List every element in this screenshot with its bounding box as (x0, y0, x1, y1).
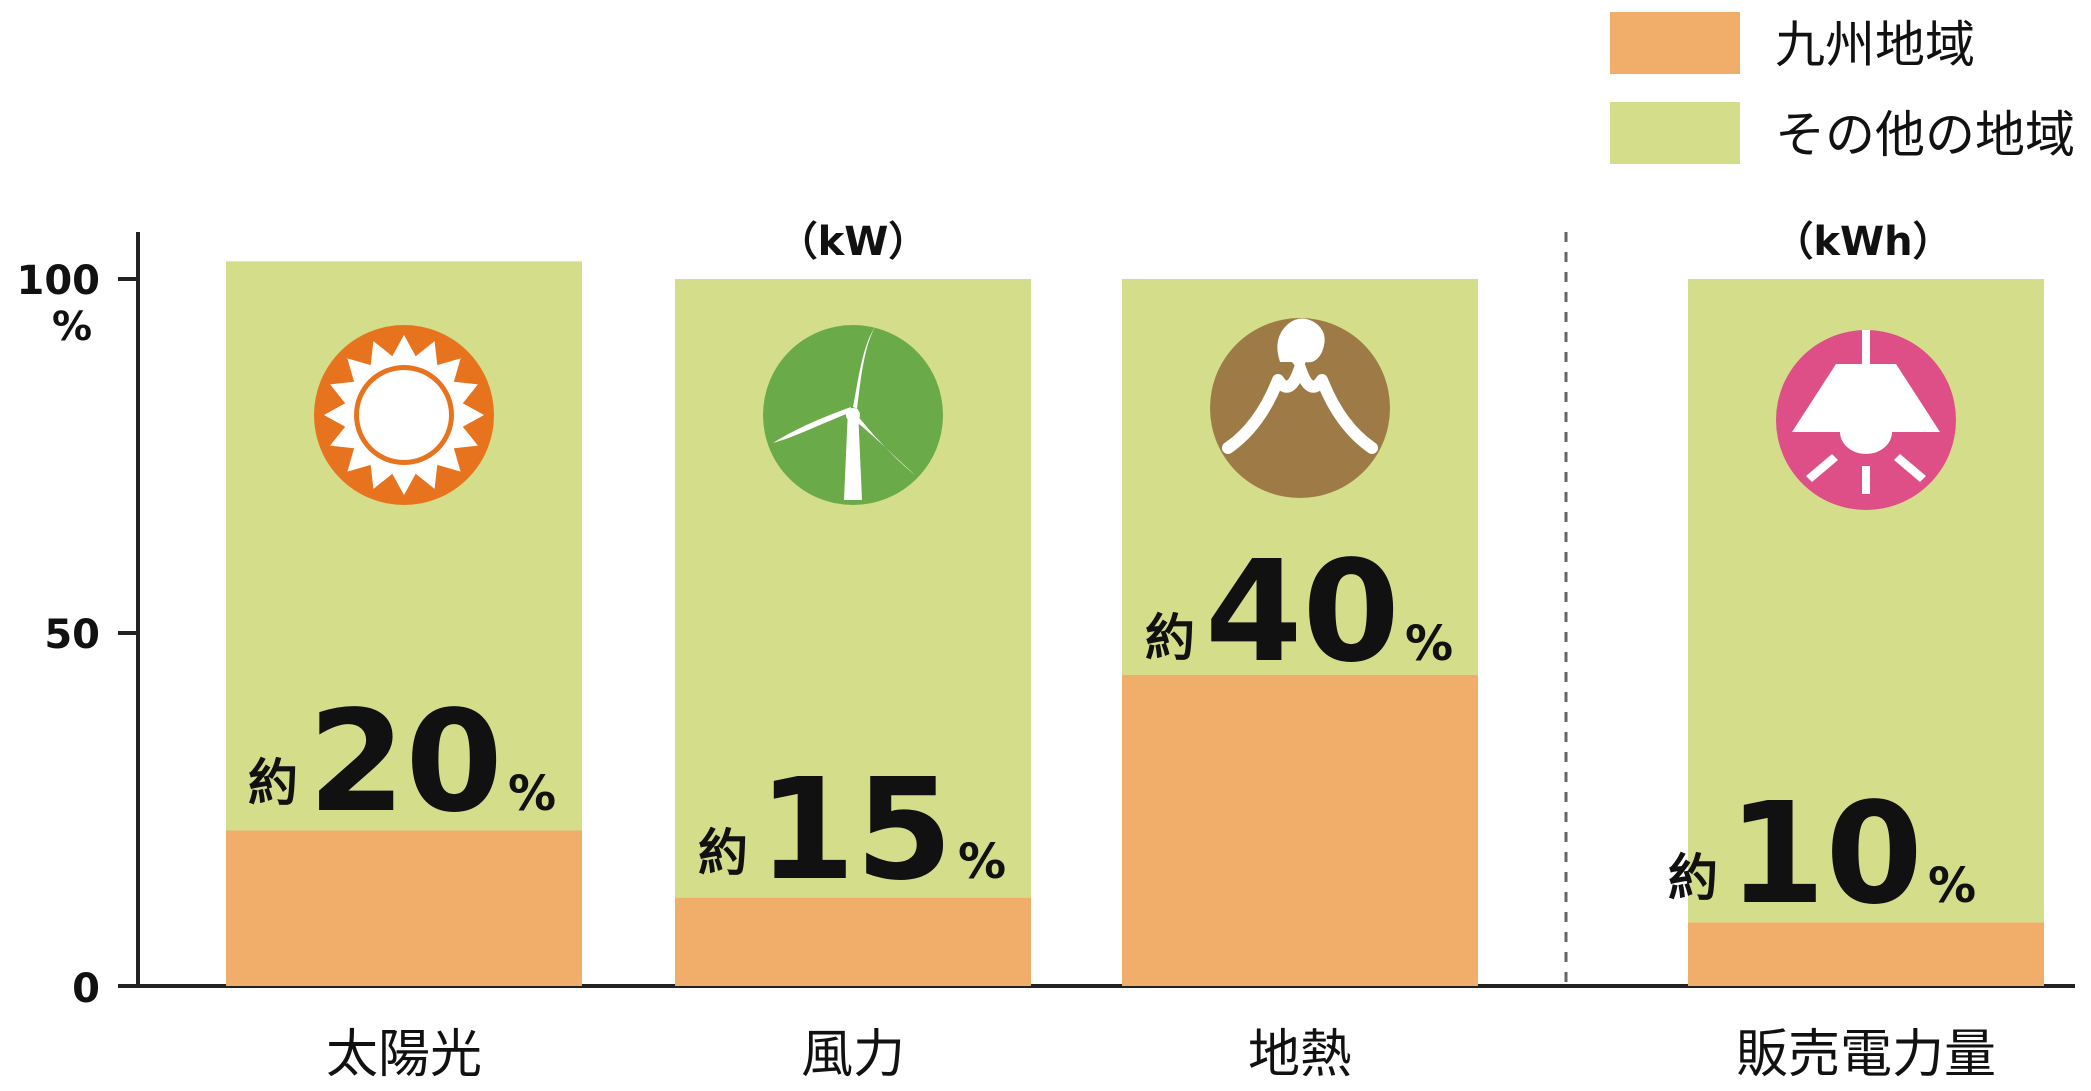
annotation-solar: 約 20 % (248, 681, 556, 844)
bar-kyushu-sales (1688, 922, 2044, 986)
annotation-sales: 約 10 % (1668, 773, 1976, 936)
unit-label-kwh: （kWh） (1773, 219, 1952, 265)
legend: 九州地域 その他の地域 (1610, 12, 2075, 164)
annotation-prefix: 約 (698, 824, 748, 882)
bar-group-wind (675, 279, 1031, 986)
ceiling-light-icon (1776, 330, 1956, 510)
y-tick-label-100: 100 (17, 258, 101, 304)
annotation-suffix: % (958, 834, 1006, 890)
annotation-number: 10 (1728, 773, 1923, 936)
annotation-number: 40 (1205, 531, 1400, 694)
category-label-wind: 風力 (801, 1025, 905, 1085)
category-label-solar: 太陽光 (326, 1025, 482, 1085)
annotation-suffix: % (1405, 616, 1453, 672)
annotation-number: 15 (758, 749, 953, 912)
geothermal-icon (1210, 318, 1390, 498)
category-label-geothermal: 地熱 (1248, 1025, 1352, 1085)
annotation-number: 20 (308, 681, 503, 844)
annotation-prefix: 約 (1668, 849, 1718, 907)
annotation-suffix: % (508, 766, 556, 822)
legend-swatch-other (1610, 102, 1740, 164)
annotation-geothermal: 約 40 % (1145, 531, 1453, 694)
unit-label-kw: （kW） (778, 219, 929, 265)
bar-group-sales (1688, 279, 2044, 986)
annotation-prefix: 約 (248, 754, 298, 812)
y-tick-label-50: 50 (44, 612, 100, 658)
legend-label-kyushu: 九州地域 (1775, 16, 1975, 74)
bar-kyushu-wind (675, 897, 1031, 986)
sun-icon (314, 325, 494, 505)
legend-label-other: その他の地域 (1775, 106, 2075, 164)
annotation-suffix: % (1928, 858, 1976, 914)
y-unit-label: % (52, 304, 92, 350)
y-tick-label-0: 0 (72, 966, 100, 1012)
category-label-sales: 販売電力量 (1736, 1025, 1996, 1085)
annotation-prefix: 約 (1145, 609, 1195, 667)
bar-kyushu-geothermal (1122, 674, 1478, 986)
x-axis-labels: 太陽光 風力 地熱 販売電力量 (326, 1025, 1996, 1085)
annotation-wind: 約 15 % (698, 749, 1006, 912)
bar-kyushu-solar (226, 830, 582, 986)
wind-turbine-icon (763, 325, 943, 505)
legend-swatch-kyushu (1610, 12, 1740, 74)
